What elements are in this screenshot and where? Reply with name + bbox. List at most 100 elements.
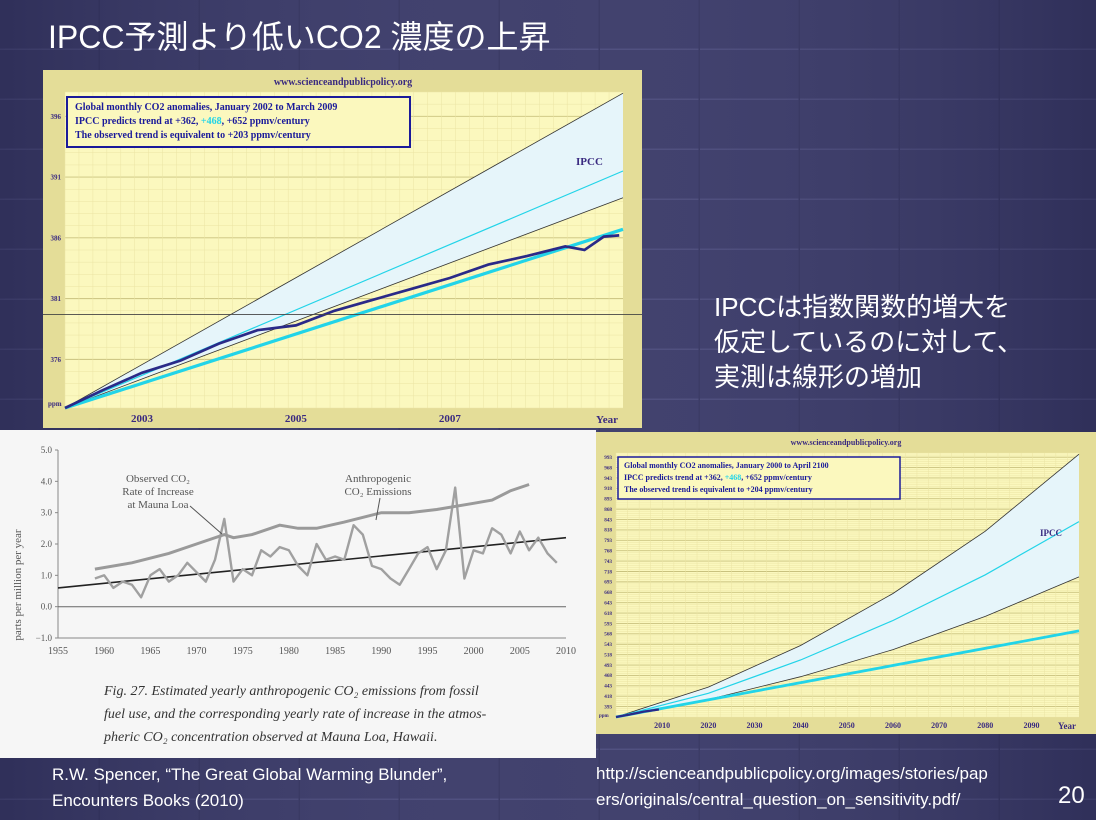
x-tick-label: 2005 <box>285 413 308 425</box>
x-tick-label: 2003 <box>131 413 154 425</box>
y-tick-label: 618 <box>604 611 612 617</box>
y-tick-label: 568 <box>604 632 612 638</box>
x-tick-label: 2000 <box>464 646 484 657</box>
ipcc-range-band <box>616 454 1079 717</box>
y-tick-label: 818 <box>604 528 612 534</box>
x-tick-label: 1965 <box>140 646 160 657</box>
y-tick-label: 693 <box>604 580 612 586</box>
y-tick-label: 381 <box>51 295 62 303</box>
y-tick-label: 718 <box>604 569 612 575</box>
side-note-line: IPCCは指数関数的増大を <box>714 292 1011 322</box>
chart-header: www.scienceandpublicpolicy.org <box>791 438 902 447</box>
citation-link-line[interactable]: ers/originals/central_question_on_sensit… <box>596 790 961 809</box>
y-tick-label: 468 <box>604 673 612 679</box>
side-note-line: 仮定しているのに対して、 <box>714 327 1024 357</box>
y-tick-label: 391 <box>51 174 62 182</box>
ipcc-upper-line <box>615 453 1080 718</box>
y-tick-label: 543 <box>604 642 612 648</box>
y-tick-label: 2.0 <box>41 539 53 549</box>
series-lines <box>615 453 1080 719</box>
caption-line: Fig. 27. Estimated yearly anthropogenic … <box>103 684 479 699</box>
caption-line: fuel use, and the corresponding yearly r… <box>104 707 487 722</box>
x-tick-labels: 2003 2005 2007 <box>131 413 461 425</box>
y-tick-label: 793 <box>604 538 612 544</box>
y-tick-label: 1.0 <box>41 570 53 580</box>
legend-box: Global monthly CO2 anomalies, January 20… <box>617 456 901 500</box>
y-unit: ppm <box>599 714 610 719</box>
ipcc-band <box>616 454 1079 717</box>
side-note-line: 実測は線形の増加 <box>714 362 923 392</box>
ipcc-label: IPCC <box>576 156 603 168</box>
x-tick-label: 2090 <box>1023 721 1039 730</box>
y-tick-label: 518 <box>604 652 612 658</box>
svg-text:Anthropogenic: Anthropogenic <box>345 473 411 485</box>
citation-line: Encounters Books (2010) <box>52 791 244 810</box>
y-tick-label: 643 <box>604 600 612 606</box>
svg-text:Rate of Increase: Rate of Increase <box>122 486 194 498</box>
x-tick-label: 2040 <box>793 721 809 730</box>
y-tick-label: 918 <box>604 486 612 492</box>
y-tick-label: 893 <box>604 497 612 503</box>
x-tick-label: 1955 <box>48 646 68 657</box>
x-tick-label: 2005 <box>510 646 530 657</box>
citation-line: R.W. Spencer, “The Great Global Warming … <box>52 765 448 784</box>
citation-right[interactable]: http://scienceandpublicpolicy.org/images… <box>596 761 988 813</box>
ipcc-lower-line <box>64 197 624 409</box>
y-tick-labels: 5.0 4.0 3.0 2.0 1.0 0.0 −1.0 <box>36 445 58 643</box>
side-note: IPCCは指数関数的増大を 仮定しているのに対して、 実測は線形の増加 <box>714 290 1023 395</box>
svg-text:Observed CO₂: Observed CO₂ <box>126 473 190 485</box>
x-tick-label: 1970 <box>187 646 207 657</box>
y-tick-label: 0.0 <box>41 602 53 612</box>
x-tick-label: 1995 <box>417 646 437 657</box>
y-tick-labels: 376 381 386 391 396 <box>51 113 62 364</box>
caption-line: pheric CO₂ concentration observed at Mau… <box>103 730 437 745</box>
y-tick-label: 418 <box>604 694 612 700</box>
legend-line: The observed trend is equivalent to +204… <box>624 485 813 494</box>
citation-left: R.W. Spencer, “The Great Global Warming … <box>52 762 447 814</box>
y-tick-label: 5.0 <box>41 445 53 455</box>
x-tick-label: 1960 <box>94 646 114 657</box>
emissions-label: Anthropogenic CO₂ Emissions <box>344 473 412 521</box>
legend-box: Global monthly CO2 anomalies, January 20… <box>66 96 411 148</box>
y-tick-label: 396 <box>51 113 62 121</box>
y-tick-label: 493 <box>604 663 612 669</box>
svg-text:at Mauna Loa: at Mauna Loa <box>127 499 188 511</box>
x-tick-label: 2060 <box>885 721 901 730</box>
y-tick-label: 668 <box>604 590 612 596</box>
x-tick-label: 1990 <box>371 646 391 657</box>
observed-trend-line <box>615 629 1080 719</box>
legend-line: The observed trend is equivalent to +203… <box>75 130 311 141</box>
y-tick-label: 3.0 <box>41 508 53 518</box>
emissions-line <box>94 483 530 571</box>
legend-line: Global monthly CO2 anomalies, January 20… <box>624 461 829 470</box>
ipcc-upper-line <box>64 92 624 409</box>
chart-header: www.scienceandpublicpolicy.org <box>274 77 412 88</box>
y-tick-label: 868 <box>604 507 612 513</box>
x-axis-label: Year <box>596 414 618 426</box>
chart-frame <box>0 430 596 758</box>
svg-text:CO₂ Emissions: CO₂ Emissions <box>344 486 411 498</box>
x-tick-label: 2010 <box>654 721 670 730</box>
x-tick-label: 1985 <box>325 646 345 657</box>
y-tick-label: 968 <box>604 465 612 471</box>
y-tick-label: 993 <box>604 455 612 461</box>
x-axis-label: Year <box>1058 721 1076 731</box>
citation-link-line[interactable]: http://scienceandpublicpolicy.org/images… <box>596 764 988 783</box>
x-tick-label: 2007 <box>439 413 462 425</box>
x-tick-label: 2020 <box>700 721 716 730</box>
legend-line: IPCC predicts trend at +362, +468, +652 … <box>624 473 812 482</box>
y-tick-label: 593 <box>604 621 612 627</box>
y-tick-label: 768 <box>604 549 612 555</box>
y-tick-label: −1.0 <box>36 633 53 643</box>
x-tick-label: 2010 <box>556 646 576 657</box>
x-tick-label: 2070 <box>931 721 947 730</box>
x-tick-labels: 1955 1960 1965 1970 1975 1980 1985 1990 1995 2000… <box>48 646 576 657</box>
x-tick-label: 1975 <box>233 646 253 657</box>
series-lines <box>57 483 567 608</box>
legend-line: Global monthly CO2 anomalies, January 20… <box>75 102 337 113</box>
y-tick-label: 4.0 <box>41 476 53 486</box>
y-tick-label: 443 <box>604 684 612 690</box>
chart-ipcc-2000-2100: www.scienceandpublicpolicy.org 393 418 443… <box>596 432 1096 734</box>
y-tick-labels: 393 418 443 468 493 518 543 568 593 618 643 668 693 7… <box>604 455 612 710</box>
x-tick-label: 1980 <box>279 646 299 657</box>
